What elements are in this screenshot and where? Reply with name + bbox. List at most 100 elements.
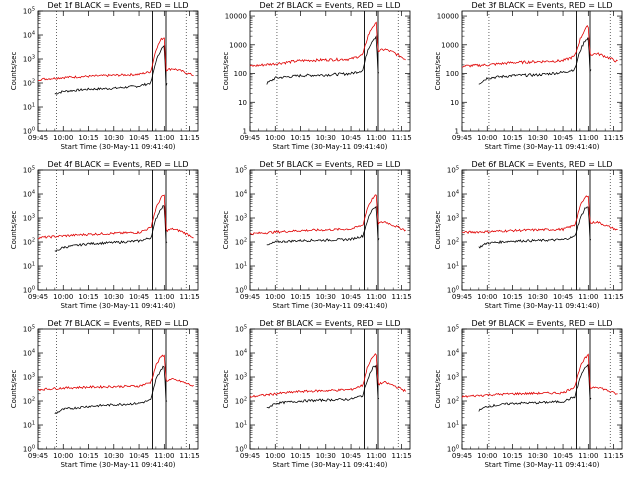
plot-frame <box>37 10 199 132</box>
x-tick-label: 10:15 <box>78 293 98 301</box>
y-tick-label: 100 <box>447 286 459 295</box>
y-tick-label: 101 <box>235 421 247 430</box>
y-tick-label: 102 <box>23 397 35 406</box>
y-tick-label: 104 <box>447 190 459 199</box>
plot-frame <box>461 328 623 450</box>
y-tick-label: 100 <box>446 70 459 78</box>
x-tick-label: 11:15 <box>179 293 199 301</box>
y-tick-label: 103 <box>235 373 247 382</box>
y-axis-label: Counts/sec <box>10 370 18 409</box>
y-axis-label: Counts/sec <box>10 52 18 91</box>
x-tick-label: 10:45 <box>129 293 149 301</box>
y-tick-label: 102 <box>447 238 459 247</box>
x-tick-label: 10:30 <box>528 452 548 460</box>
y-tick-label: 104 <box>23 190 35 199</box>
chart-panel-7: Det 7f BLACK = Events, RED = LLD 100 101 10… <box>10 319 200 469</box>
x-axis-label: Start Time (30-May-11 09:41:40) <box>60 302 175 310</box>
x-tick-label: 09:45 <box>452 134 472 142</box>
x-tick-label: 09:45 <box>240 452 260 460</box>
y-tick-label: 102 <box>23 79 35 88</box>
y-tick-label: 101 <box>23 262 35 271</box>
y-tick-label: 105 <box>235 325 247 334</box>
x-tick-label: 10:30 <box>316 134 336 142</box>
x-tick-label: 10:30 <box>316 293 336 301</box>
x-tick-label: 11:15 <box>391 293 411 301</box>
y-tick-label: 103 <box>23 214 35 223</box>
x-tick-label: 09:45 <box>28 134 48 142</box>
x-tick-label: 10:45 <box>341 293 361 301</box>
chart-panel-8: Det 8f BLACK = Events, RED = LLD 100 101 10… <box>222 319 412 469</box>
x-tick-label: 11:00 <box>154 134 174 142</box>
x-tick-label: 10:45 <box>341 134 361 142</box>
y-tick-label: 104 <box>447 349 459 358</box>
y-tick-label: 100 <box>447 445 459 454</box>
series-line-lld <box>37 194 194 240</box>
x-tick-label: 11:00 <box>154 293 174 301</box>
y-tick-label: 104 <box>23 349 35 358</box>
y-tick-label: 104 <box>235 349 247 358</box>
chart-title: Det 8f BLACK = Events, RED = LLD <box>259 319 400 328</box>
chart-panel-4: Det 4f BLACK = Events, RED = LLD 100 101 10… <box>10 160 200 310</box>
plot-frame <box>37 328 199 450</box>
x-tick-label: 11:00 <box>366 134 386 142</box>
series-line-lld <box>249 194 406 236</box>
x-tick-label: 09:45 <box>452 293 472 301</box>
x-axis-label: Start Time (30-May-11 09:41:40) <box>60 143 175 151</box>
y-tick-label: 1000 <box>229 41 247 49</box>
x-axis-label: Start Time (30-May-11 09:41:40) <box>484 461 599 469</box>
y-tick-label: 103 <box>447 214 459 223</box>
series-line-events <box>478 363 592 412</box>
chart-title: Det 9f BLACK = Events, RED = LLD <box>471 319 612 328</box>
series-line-events <box>266 364 380 409</box>
y-axis-label: Counts/sec <box>222 211 230 250</box>
x-tick-label: 10:30 <box>104 293 124 301</box>
y-tick-label: 101 <box>23 103 35 112</box>
x-tick-label: 09:45 <box>452 452 472 460</box>
x-tick-label: 11:15 <box>603 134 623 142</box>
x-tick-label: 11:00 <box>154 452 174 460</box>
x-tick-label: 10:00 <box>265 134 285 142</box>
y-tick-label: 103 <box>23 55 35 64</box>
x-axis-label: Start Time (30-May-11 09:41:40) <box>60 461 175 469</box>
chart-title: Det 1f BLACK = Events, RED = LLD <box>47 1 188 10</box>
y-tick-label: 101 <box>447 421 459 430</box>
y-axis-label: Counts/sec <box>434 52 442 91</box>
x-axis-label: Start Time (30-May-11 09:41:40) <box>484 302 599 310</box>
y-tick-label: 100 <box>23 445 35 454</box>
y-axis-label: Counts/sec <box>10 211 18 250</box>
y-axis-label: Counts/sec <box>434 370 442 409</box>
x-tick-label: 10:45 <box>553 452 573 460</box>
y-tick-label: 102 <box>23 238 35 247</box>
x-tick-label: 10:45 <box>553 134 573 142</box>
chart-title: Det 3f BLACK = Events, RED = LLD <box>471 1 612 10</box>
series-line-events <box>54 205 168 252</box>
x-tick-label: 11:15 <box>391 452 411 460</box>
y-tick-label: 100 <box>235 445 247 454</box>
series-line-lld <box>461 195 618 234</box>
y-tick-label: 103 <box>447 373 459 382</box>
y-tick-label: 10000 <box>225 13 247 21</box>
x-tick-label: 11:15 <box>179 452 199 460</box>
y-tick-label: 103 <box>235 214 247 223</box>
x-tick-label: 10:00 <box>53 134 73 142</box>
y-tick-label: 102 <box>447 397 459 406</box>
x-tick-label: 10:15 <box>502 452 522 460</box>
x-tick-label: 11:00 <box>578 452 598 460</box>
chart-title: Det 5f BLACK = Events, RED = LLD <box>259 160 400 169</box>
x-axis-label: Start Time (30-May-11 09:41:40) <box>272 302 387 310</box>
chart-title: Det 4f BLACK = Events, RED = LLD <box>47 160 188 169</box>
y-tick-label: 10000 <box>437 13 459 21</box>
x-tick-label: 11:00 <box>578 134 598 142</box>
x-tick-label: 10:45 <box>553 293 573 301</box>
x-tick-label: 09:45 <box>28 452 48 460</box>
series-line-lld <box>461 353 618 398</box>
x-tick-label: 10:30 <box>528 134 548 142</box>
plot-frame <box>249 10 411 132</box>
series-line-events <box>266 35 380 85</box>
x-tick-label: 09:45 <box>240 293 260 301</box>
series-line-events <box>266 205 380 246</box>
x-axis-label: Start Time (30-May-11 09:41:40) <box>272 461 387 469</box>
x-tick-label: 10:00 <box>265 293 285 301</box>
y-tick-label: 105 <box>23 7 35 16</box>
